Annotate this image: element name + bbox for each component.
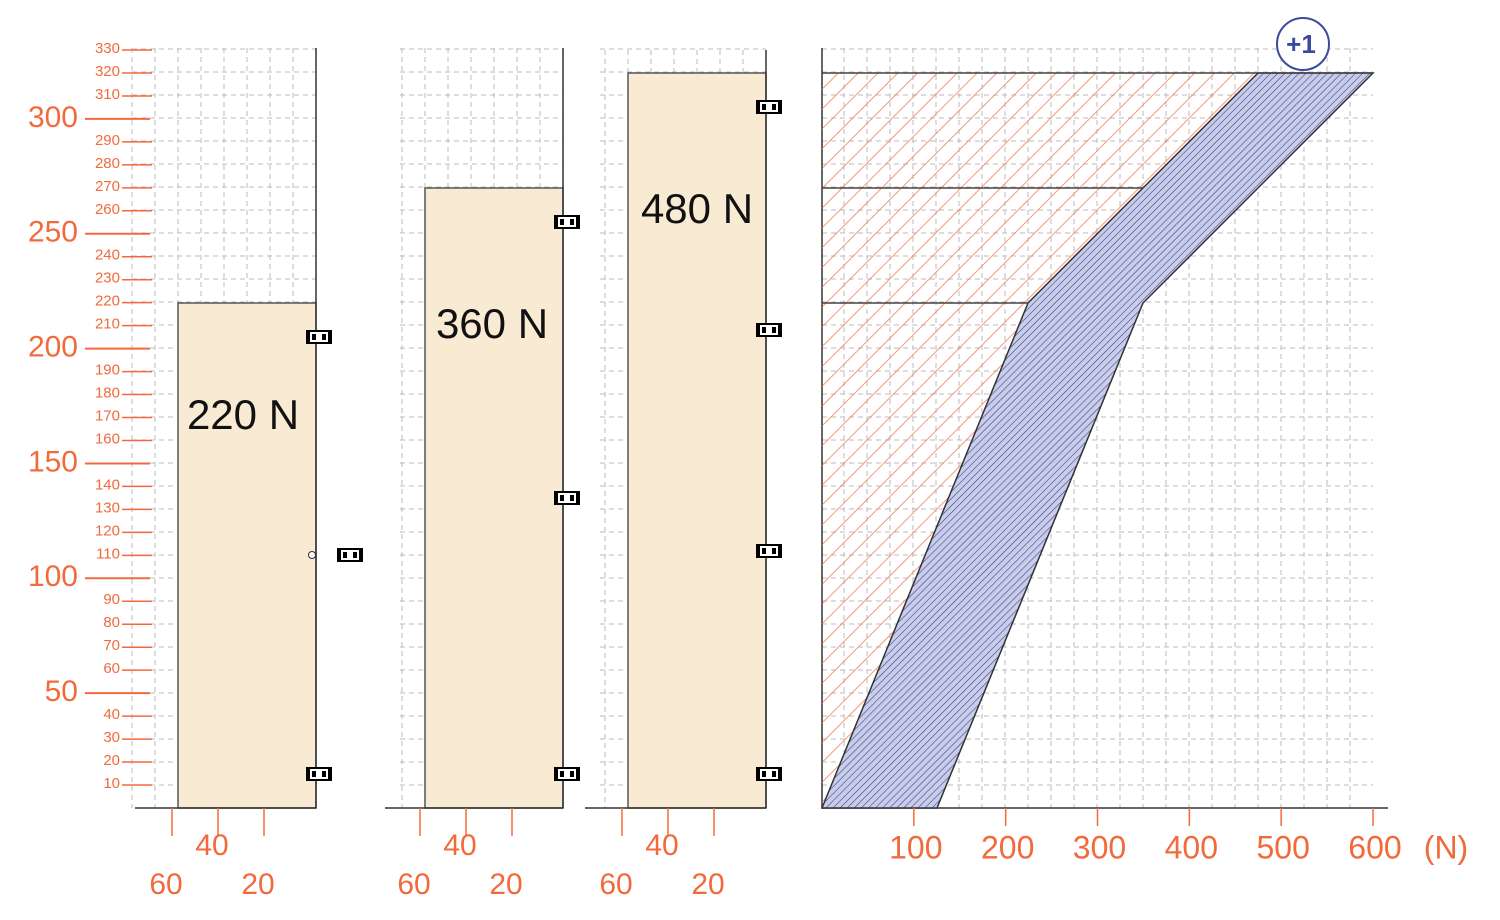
panel-label: 360 N xyxy=(436,300,548,347)
tick-label: 60 xyxy=(149,868,182,901)
tick-label: 190 xyxy=(95,362,120,379)
tick-label: 220 xyxy=(95,293,120,310)
tick-label: 80 xyxy=(103,614,120,631)
tick-label: 40 xyxy=(443,829,476,862)
tick-label: 20 xyxy=(489,868,522,901)
force-unit: (N) xyxy=(1424,829,1468,865)
tick-label: 400 xyxy=(1165,829,1218,865)
tick-label: 130 xyxy=(95,499,120,516)
badge xyxy=(1276,17,1330,71)
tick-label: 250 xyxy=(28,216,78,249)
load-chart xyxy=(820,72,1375,809)
tick-label: 90 xyxy=(103,591,120,608)
tick-label: 110 xyxy=(96,545,120,562)
door-panel xyxy=(424,187,564,809)
tick-label: 240 xyxy=(95,247,120,264)
tick-label: 120 xyxy=(95,522,120,539)
tick-label: 330 xyxy=(95,40,120,57)
tick-label: 300 xyxy=(1073,829,1126,865)
tick-label: 10 xyxy=(103,775,120,792)
tick-label: 290 xyxy=(95,132,120,149)
badge-label: +1 xyxy=(1286,29,1316,59)
door-panel xyxy=(627,72,767,809)
tick-label: 20 xyxy=(241,868,274,901)
tick-label: 60 xyxy=(599,868,632,901)
tick-label: 270 xyxy=(95,178,120,195)
tick-label: 180 xyxy=(95,385,120,402)
tick-label: 40 xyxy=(195,829,228,862)
tick-label: 40 xyxy=(645,829,678,862)
tick-label: 260 xyxy=(95,201,120,218)
tick-label: 100 xyxy=(28,560,78,593)
tick-label: 70 xyxy=(103,637,120,654)
tick-label: 210 xyxy=(95,316,120,333)
tick-label: 20 xyxy=(691,868,724,901)
tick-label: 320 xyxy=(95,63,120,80)
tick-label: 600 xyxy=(1348,829,1401,865)
tick-label: 20 xyxy=(103,752,120,769)
tick-label: 160 xyxy=(95,430,120,447)
tick-label: 40 xyxy=(103,706,120,723)
tick-label: 150 xyxy=(28,445,78,478)
hinges xyxy=(306,99,782,782)
tick-label: 60 xyxy=(103,660,120,677)
tick-label: 200 xyxy=(28,331,78,364)
tick-label: 230 xyxy=(95,270,120,287)
tick-label: 300 xyxy=(28,101,78,134)
tick-label: 280 xyxy=(95,155,120,172)
tick-label: 500 xyxy=(1256,829,1309,865)
tick-label: 50 xyxy=(45,675,78,708)
tick-label: 310 xyxy=(95,86,120,103)
tick-label: 170 xyxy=(95,407,120,424)
panel-label: 480 N xyxy=(641,185,753,232)
panel-label: 220 N xyxy=(187,391,299,438)
tick-label: 200 xyxy=(981,829,1034,865)
door-panel xyxy=(177,302,317,809)
tick-label: 100 xyxy=(889,829,942,865)
tick-label: 140 xyxy=(95,476,120,493)
tick-label: 60 xyxy=(397,868,430,901)
tick-label: 30 xyxy=(103,729,120,746)
